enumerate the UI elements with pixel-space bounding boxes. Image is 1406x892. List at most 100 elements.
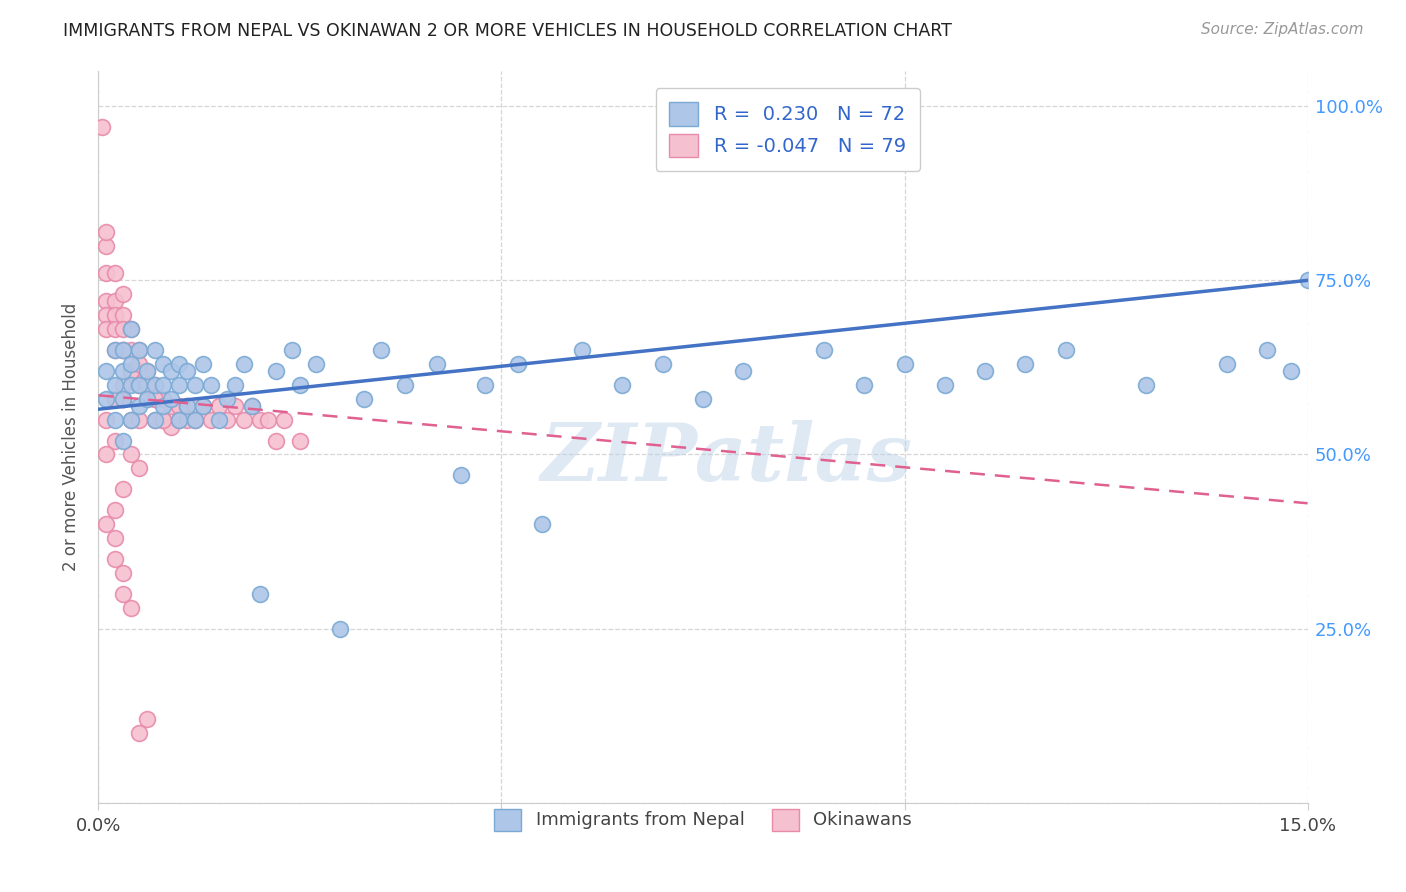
Point (143, 412, 166, 426)
Point (111, 587, 134, 601)
Point (353, 392, 375, 406)
Point (96, 392, 118, 406)
Text: ZIPatlas: ZIPatlas (541, 420, 914, 498)
Point (184, 412, 207, 426)
Point (96, 364, 118, 378)
Point (96, 412, 118, 426)
Point (1216, 357, 1239, 371)
Point (96, 266, 118, 280)
Point (135, 377, 157, 392)
Point (96, 225, 118, 239)
Point (111, 392, 134, 406)
Point (103, 266, 125, 280)
Point (176, 399, 198, 413)
Point (120, 448, 142, 462)
Point (193, 357, 215, 371)
Point (1135, 377, 1157, 392)
Point (160, 419, 183, 434)
Point (974, 364, 997, 378)
Point (103, 322, 125, 336)
Point (103, 377, 125, 392)
Point (232, 357, 254, 371)
Point (120, 600, 142, 615)
Point (143, 377, 166, 392)
Point (224, 377, 246, 392)
Point (143, 392, 166, 406)
Point (135, 377, 157, 392)
Point (111, 343, 134, 357)
Point (651, 357, 673, 371)
Point (152, 412, 174, 426)
Point (288, 377, 311, 392)
Point (394, 377, 416, 392)
Point (128, 412, 150, 426)
Point (143, 412, 166, 426)
Point (120, 357, 142, 371)
Point (733, 364, 755, 378)
Point (128, 343, 150, 357)
Point (103, 434, 125, 448)
Point (103, 343, 125, 357)
Point (111, 343, 134, 357)
Point (329, 622, 352, 636)
Point (160, 364, 183, 378)
Point (111, 287, 134, 301)
Point (128, 357, 150, 371)
Point (111, 434, 134, 448)
Point (208, 399, 231, 413)
Point (853, 377, 876, 392)
Point (103, 294, 125, 309)
Point (96, 322, 118, 336)
Point (1054, 343, 1077, 357)
Point (240, 399, 263, 413)
Point (176, 364, 198, 378)
Point (1281, 364, 1303, 378)
Point (135, 392, 157, 406)
Point (120, 322, 142, 336)
Point (96, 517, 118, 532)
Point (128, 377, 150, 392)
Point (200, 377, 222, 392)
Point (184, 399, 207, 413)
Point (111, 392, 134, 406)
Point (1256, 343, 1278, 357)
Point (450, 468, 472, 483)
Point (1296, 273, 1319, 287)
Text: Source: ZipAtlas.com: Source: ZipAtlas.com (1201, 22, 1364, 37)
Point (176, 399, 198, 413)
Point (208, 412, 231, 426)
Point (1014, 357, 1036, 371)
Point (111, 566, 134, 580)
Point (103, 308, 125, 322)
Point (530, 517, 553, 532)
Point (692, 392, 714, 406)
Point (813, 343, 835, 357)
Point (612, 377, 634, 392)
Point (96, 308, 118, 322)
Point (91, 120, 114, 134)
Point (111, 364, 134, 378)
Point (128, 726, 150, 740)
Point (273, 412, 295, 426)
Legend: Immigrants from Nepal, Okinawans: Immigrants from Nepal, Okinawans (479, 794, 927, 845)
Point (426, 357, 449, 371)
Point (167, 377, 190, 392)
Point (200, 412, 222, 426)
Point (128, 461, 150, 475)
Point (256, 412, 278, 426)
Point (103, 552, 125, 566)
Point (506, 357, 529, 371)
Point (152, 412, 174, 426)
Text: IMMIGRANTS FROM NEPAL VS OKINAWAN 2 OR MORE VEHICLES IN HOUSEHOLD CORRELATION CH: IMMIGRANTS FROM NEPAL VS OKINAWAN 2 OR M… (63, 22, 952, 40)
Point (143, 377, 166, 392)
Point (135, 392, 157, 406)
Point (143, 392, 166, 406)
Point (111, 377, 134, 392)
Point (474, 377, 496, 392)
Point (152, 392, 174, 406)
Point (120, 412, 142, 426)
Point (217, 392, 239, 406)
Point (152, 377, 174, 392)
Point (111, 483, 134, 497)
Point (167, 357, 190, 371)
